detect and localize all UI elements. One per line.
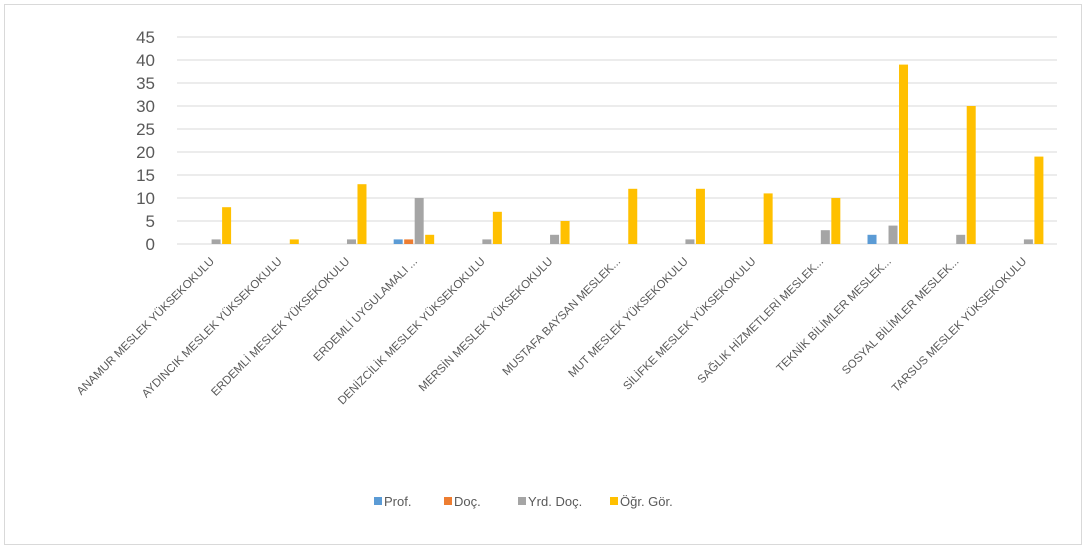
bar [482,239,492,244]
y-tick-label: 5 [146,212,155,231]
bar [867,234,877,244]
x-tick-label: MERSİN MESLEK YÜKSEKOKULU [416,255,555,394]
bar [404,239,414,244]
x-tick-label: TEKNİK BİLİMLER MESLEK... [774,255,894,375]
bar [956,234,966,244]
x-tick-label: ANAMUR MESLEK YÜKSEKOKULU [75,256,217,398]
bar [831,198,841,244]
bar [628,188,638,244]
bar [211,239,221,244]
y-tick-label: 15 [136,166,155,185]
legend-swatch [610,497,618,505]
bar [425,234,435,244]
bar [1034,156,1044,244]
bar [685,239,695,244]
y-tick-label: 25 [136,120,155,139]
legend-label: Öğr. Gör. [620,494,673,509]
bar [414,198,424,244]
x-tick-label: AYDINCIK MESLEK YÜKSEKOKULU [140,256,285,401]
bar [393,239,403,244]
bar [222,207,232,244]
legend-label: Yrd. Doç. [528,494,582,509]
grid-lines [177,36,1057,245]
bar [763,193,773,244]
bar [289,239,299,244]
legend-label: Prof. [384,494,411,509]
x-tick-label: MUSTAFA BAYSAN MESLEK... [501,256,624,379]
y-tick-label: 0 [146,235,155,254]
y-tick-label: 45 [136,28,155,47]
legend-swatch [444,497,452,505]
bar [966,106,976,244]
y-axis-ticks: 0 5 10 15 20 25 30 35 40 45 [136,28,155,254]
legend-swatch [374,497,382,505]
y-tick-label: 35 [136,74,155,93]
x-tick-label: SİLİFKE MESLEK YÜKSEKOKULU [621,255,759,393]
bar [888,225,898,244]
x-tick-label: SOSYAL BİLİMLER MESLEK... [839,255,961,377]
bar [899,64,909,244]
bar [1023,239,1033,244]
bar [492,211,502,244]
legend: Prof. Doç. Yrd. Doç. Öğr. Gör. [374,494,673,509]
bar [560,221,570,244]
legend-label: Doç. [454,494,481,509]
bar [346,239,356,244]
x-tick-label: DENİZCİLİK MESLEK YÜKSEKOKULU [335,255,487,407]
y-tick-label: 30 [136,97,155,116]
bar [550,234,560,244]
y-tick-label: 40 [136,51,155,70]
bar [820,230,830,244]
bar [357,184,367,244]
bar [695,188,705,244]
x-tick-label: SAĞLIK HİZMETLERİ MESLEK... [695,255,826,386]
x-tick-label: ERDEMLİ MESLEK YÜKSEKOKULU [209,255,353,399]
bars [211,64,1044,244]
x-tick-label: TARSUS MESLEK YÜKSEKOKULU [890,256,1029,395]
y-tick-label: 20 [136,143,155,162]
y-tick-label: 10 [136,189,155,208]
x-tick-label: MUT MESLEK YÜKSEKOKULU [566,256,690,380]
legend-swatch [518,497,526,505]
